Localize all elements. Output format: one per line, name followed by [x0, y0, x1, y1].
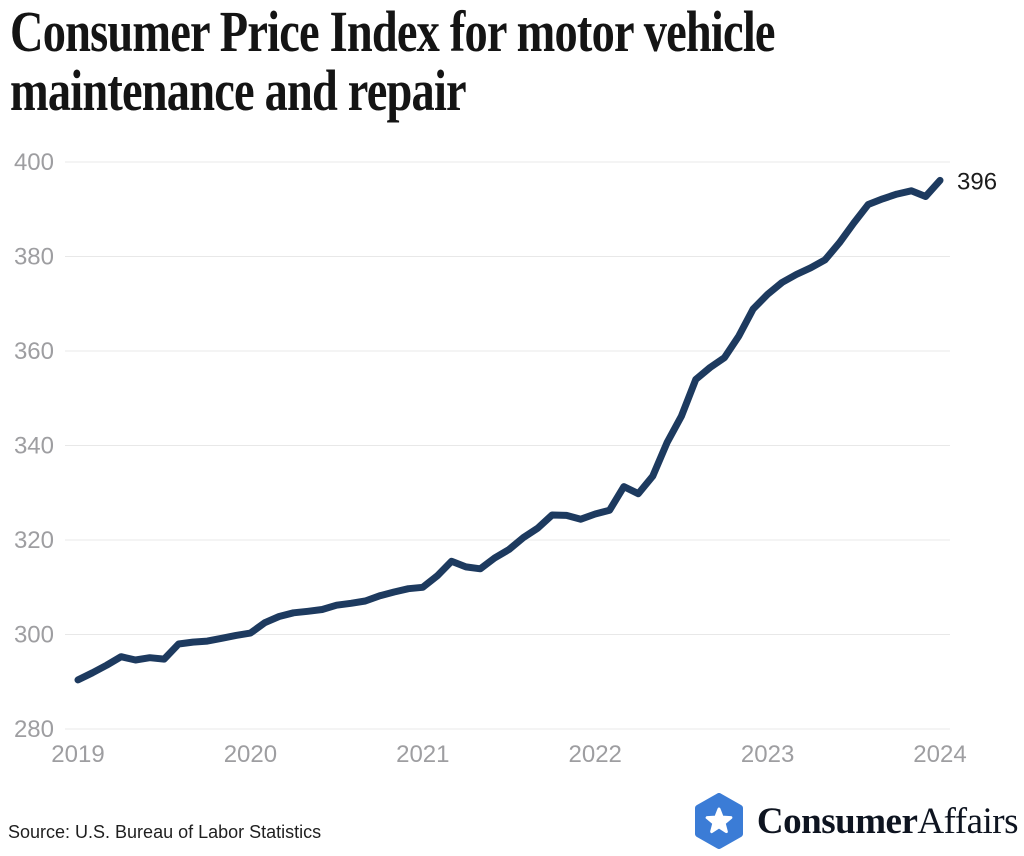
source-note: Source: U.S. Bureau of Labor Statistics: [8, 822, 322, 842]
y-axis-tick-label: 380: [14, 244, 54, 271]
y-axis-tick-label: 360: [14, 338, 54, 365]
x-axis-tick-label: 2024: [913, 741, 966, 768]
y-axis-tick-label: 320: [14, 527, 54, 554]
y-axis-tick-label: 400: [14, 149, 54, 176]
latest-value-label: 396: [957, 168, 997, 195]
consumeraffairs-wordmark: ConsumerAffairs: [756, 800, 1019, 843]
y-axis-tick-label: 340: [14, 433, 54, 460]
x-axis-tick-label: 2019: [51, 741, 104, 768]
consumeraffairs-logo: ConsumerAffairs: [694, 792, 1018, 850]
chart-title: Consumer Price Index for motor vehicle m…: [10, 0, 776, 124]
x-axis-tick-label: 2020: [224, 741, 277, 768]
x-axis-tick-label: 2021: [396, 741, 449, 768]
y-axis-tick-label: 280: [14, 716, 54, 743]
wordmark-affairs: Affairs: [917, 800, 1018, 842]
x-axis-tick-label: 2022: [569, 741, 622, 768]
y-axis-tick-label: 300: [14, 622, 54, 649]
wordmark-consumer: Consumer: [756, 800, 918, 842]
cpi-trend-line: [74, 176, 944, 684]
hexagon-star-badge-icon: [694, 793, 743, 849]
x-axis-tick-label: 2023: [741, 741, 794, 768]
